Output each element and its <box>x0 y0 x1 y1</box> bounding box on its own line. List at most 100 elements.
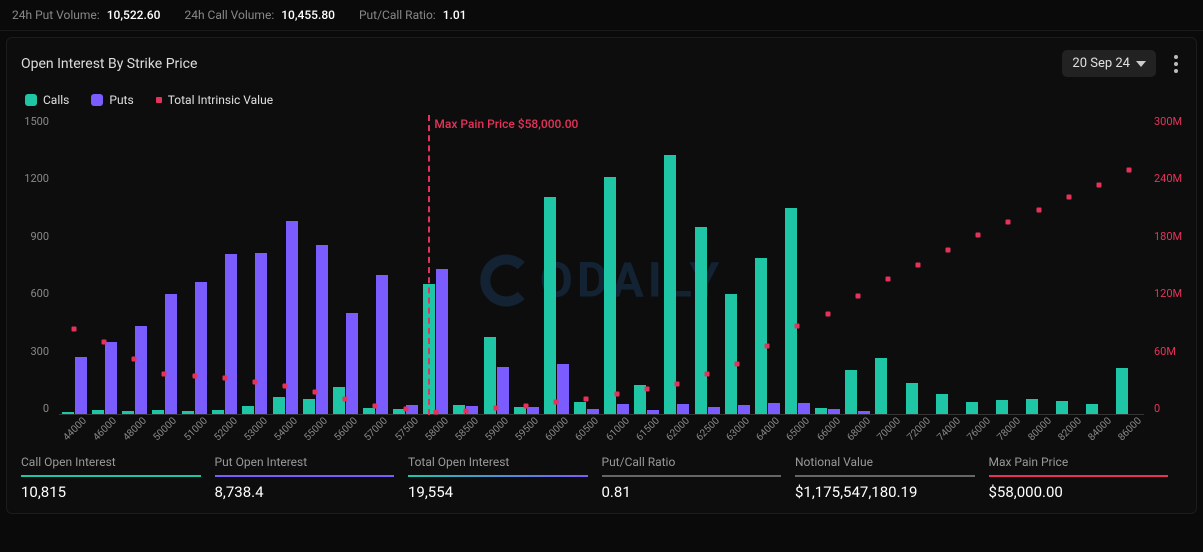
call-bar <box>273 397 285 414</box>
bar-group <box>632 115 662 414</box>
y-tick: 900 <box>17 230 49 243</box>
call-bar <box>664 155 676 414</box>
bottom-stat: Put Open Interest8,738.4 <box>215 455 409 501</box>
legend-puts[interactable]: Puts <box>91 93 133 107</box>
bar-group <box>119 115 149 414</box>
put-bar <box>677 404 689 414</box>
y-tick: 600 <box>17 287 49 300</box>
tiv-dot <box>102 340 107 345</box>
x-label: 53000 <box>241 415 270 444</box>
swatch-puts <box>91 94 103 106</box>
put-bar <box>557 364 569 414</box>
bstat-value: 10,815 <box>21 483 201 501</box>
put-bar <box>195 282 207 414</box>
bar-group <box>662 115 692 414</box>
value: 10,455.80 <box>281 8 335 22</box>
y-tick: 300 <box>17 345 49 358</box>
panel-header: Open Interest By Strike Price 20 Sep 24 <box>7 38 1196 89</box>
tiv-dot <box>584 397 589 402</box>
bottom-stat: Notional Value $1,175,547,180.19 <box>795 455 989 501</box>
bstat-label: Notional Value <box>795 455 975 477</box>
bar-group <box>782 115 812 414</box>
call-bar <box>966 402 978 414</box>
tiv-dot <box>1126 167 1131 172</box>
tiv-dot <box>283 384 288 389</box>
bar-group <box>89 115 119 414</box>
legend-calls[interactable]: Calls <box>25 93 69 107</box>
label: 24h Put Volume: <box>12 8 100 22</box>
bar-group <box>692 115 722 414</box>
tiv-dot <box>343 397 348 402</box>
value: 1.01 <box>443 8 467 22</box>
call-bar <box>815 408 827 414</box>
bar-group <box>511 115 541 414</box>
x-label: 80000 <box>1025 415 1054 444</box>
x-label: 61000 <box>603 415 632 444</box>
max-pain-line <box>428 115 430 415</box>
call-bar <box>303 399 315 414</box>
legend-tiv[interactable]: Total Intrinsic Value <box>156 93 273 107</box>
bar-group <box>481 115 511 414</box>
bar-group <box>722 115 752 414</box>
bstat-label: Put/Call Ratio <box>602 455 782 477</box>
bar-group <box>360 115 390 414</box>
tiv-dot <box>825 312 830 317</box>
y-tick: 240M <box>1154 172 1186 185</box>
bar-group <box>1114 115 1144 414</box>
tiv-dot <box>795 324 800 329</box>
put-bar <box>858 411 870 414</box>
bstat-label: Call Open Interest <box>21 455 201 477</box>
bar-group <box>541 115 571 414</box>
x-label: 62000 <box>663 415 692 444</box>
bottom-stat: Put/Call Ratio0.81 <box>602 455 796 501</box>
bar-group <box>330 115 360 414</box>
bstat-value: $1,175,547,180.19 <box>795 483 975 501</box>
y-tick: 0 <box>17 402 49 415</box>
put-bar <box>165 294 177 414</box>
x-label: 52000 <box>211 415 240 444</box>
open-interest-panel: Open Interest By Strike Price 20 Sep 24 … <box>6 37 1197 514</box>
tiv-dot <box>1066 194 1071 199</box>
x-label: 60500 <box>573 415 602 444</box>
label: Put/Call Ratio: <box>359 8 436 22</box>
call-bar <box>484 337 496 414</box>
kebab-menu-icon[interactable] <box>1170 51 1182 77</box>
call-bar <box>62 412 74 414</box>
y-axis-left: 150012009006003000 <box>17 115 55 415</box>
call-bar <box>544 197 556 414</box>
tiv-dot <box>1096 182 1101 187</box>
x-label: 70000 <box>874 415 903 444</box>
tiv-dot <box>313 390 318 395</box>
call-bar <box>152 410 164 414</box>
call-bar <box>1056 401 1068 414</box>
y-tick: 180M <box>1154 230 1186 243</box>
x-label: 65000 <box>784 415 813 444</box>
tiv-dot <box>705 372 710 377</box>
put-bar <box>708 407 720 414</box>
tiv-dot <box>644 387 649 392</box>
call-bar <box>936 394 948 414</box>
y-tick: 1200 <box>17 172 49 185</box>
tiv-dot <box>855 294 860 299</box>
date-picker[interactable]: 20 Sep 24 <box>1062 50 1156 77</box>
call-bar <box>212 410 224 414</box>
swatch-calls <box>25 94 37 106</box>
tiv-dot <box>72 327 77 332</box>
top-stats-bar: 24h Put Volume: 10,522.60 24h Call Volum… <box>0 0 1203 31</box>
x-label: 55000 <box>302 415 331 444</box>
call-bar <box>906 383 918 414</box>
tiv-dot <box>373 404 378 409</box>
date-label: 20 Sep 24 <box>1072 56 1130 71</box>
x-label: 64000 <box>754 415 783 444</box>
tiv-dot <box>433 410 438 415</box>
x-label: 59000 <box>483 415 512 444</box>
x-label: 57500 <box>392 415 421 444</box>
bar-group <box>873 115 903 414</box>
stat-call-volume: 24h Call Volume: 10,455.80 <box>184 8 335 22</box>
tiv-dot <box>674 382 679 387</box>
bar-group <box>451 115 481 414</box>
x-label: 63000 <box>724 415 753 444</box>
call-bar <box>875 358 887 414</box>
tiv-dot <box>1006 219 1011 224</box>
bar-group <box>59 115 89 414</box>
